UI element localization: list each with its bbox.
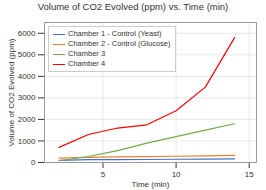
html-text:Volume of CO2 Evolved (ppm) vs: Volume of CO2 Evolved (ppm) vs. Time (mi… xyxy=(37,1,229,12)
html-text:Chamber 1 - Control (Yeast): Chamber 1 - Control (Yeast) xyxy=(68,29,162,38)
svg-text:Time (min): Time (min) xyxy=(132,180,170,189)
svg-text:1000: 1000 xyxy=(18,137,36,146)
html-text:Chamber 3: Chamber 3 xyxy=(68,49,106,58)
svg-text:0: 0 xyxy=(31,158,36,167)
svg-text:5000: 5000 xyxy=(18,50,36,59)
html-text:Chamber 2 - Control (Glucose): Chamber 2 - Control (Glucose) xyxy=(68,39,171,48)
svg-text:6000: 6000 xyxy=(18,29,36,38)
svg-text:Volume of CO2 Evolved (ppm): Volume of CO2 Evolved (ppm) xyxy=(7,38,16,146)
html-text:Chamber 4: Chamber 4 xyxy=(68,59,106,68)
svg-text:5: 5 xyxy=(101,170,106,179)
svg-text:10: 10 xyxy=(172,170,181,179)
svg-text:3000: 3000 xyxy=(18,93,36,102)
svg-text:15: 15 xyxy=(245,170,254,179)
svg-text:4000: 4000 xyxy=(18,72,36,81)
svg-text:2000: 2000 xyxy=(18,115,36,124)
